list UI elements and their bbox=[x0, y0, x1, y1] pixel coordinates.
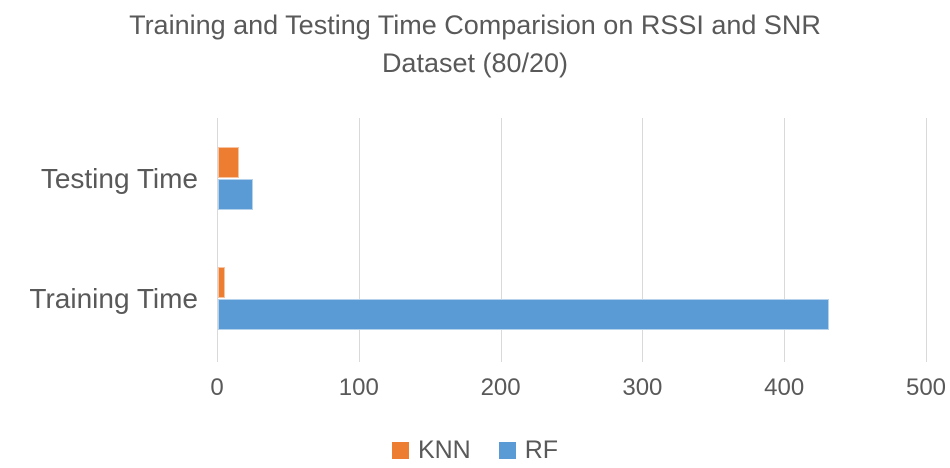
x-tick-label-200: 200 bbox=[480, 374, 521, 401]
x-tick-label-500: 500 bbox=[905, 374, 947, 401]
legend: KNN RF bbox=[0, 433, 950, 467]
legend-item-knn: KNN bbox=[391, 435, 471, 465]
legend-label-knn: KNN bbox=[417, 435, 471, 464]
legend-swatch-knn bbox=[391, 441, 409, 459]
gridline-0 bbox=[217, 118, 218, 362]
chart-title-line2: Dataset (80/20) bbox=[381, 48, 569, 78]
gridline-100 bbox=[358, 118, 360, 362]
chart-title: Training and Testing Time Comparision on… bbox=[0, 6, 950, 82]
x-tick-label-300: 300 bbox=[622, 374, 663, 401]
legend-label-rf: RF bbox=[524, 435, 559, 464]
x-tick-label-400: 400 bbox=[764, 374, 805, 401]
legend-swatch-rf bbox=[498, 441, 516, 459]
bar-knn-testing-time bbox=[218, 147, 240, 178]
bar-rf-training-time bbox=[218, 299, 830, 330]
gridline-500 bbox=[926, 118, 927, 362]
category-label-testing-time: Testing Time bbox=[40, 163, 198, 194]
gridline-300 bbox=[642, 118, 644, 362]
category-label-training-time: Training Time bbox=[29, 283, 198, 314]
bar-knn-training-time bbox=[218, 267, 226, 298]
chart-title-line1: Training and Testing Time Comparision on… bbox=[129, 10, 821, 40]
bar-rf-testing-time bbox=[218, 179, 254, 210]
x-tick-label-100: 100 bbox=[338, 374, 379, 401]
legend-item-rf: RF bbox=[498, 435, 559, 465]
x-tick-label-0: 0 bbox=[210, 374, 224, 401]
gridline-400 bbox=[784, 118, 786, 362]
gridline-200 bbox=[500, 118, 502, 362]
